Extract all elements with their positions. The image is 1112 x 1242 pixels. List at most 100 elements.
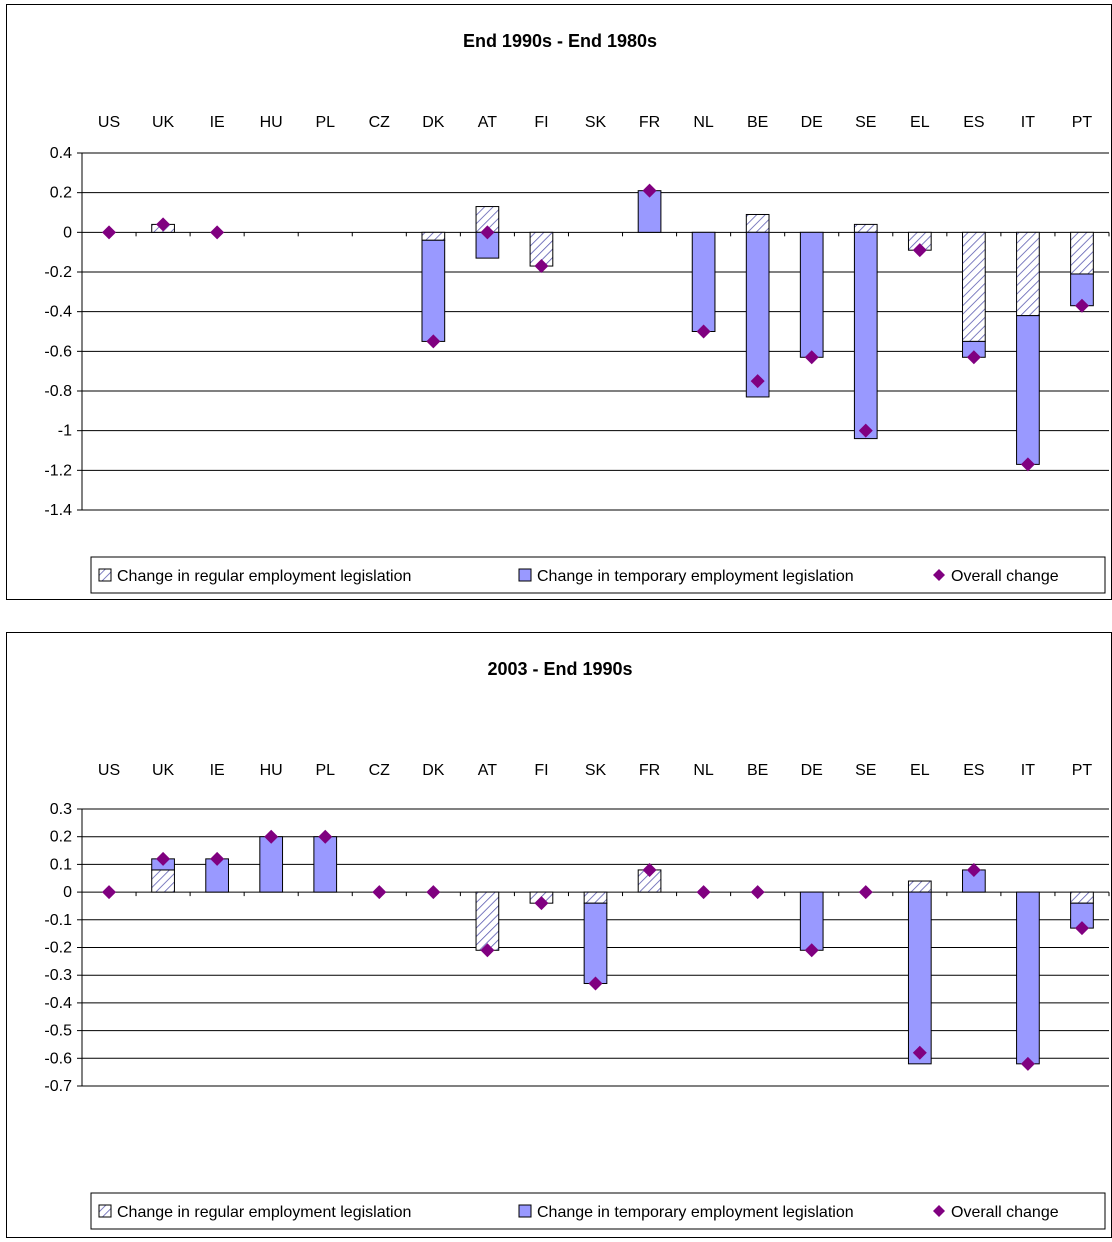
marker-overall-pt	[1074, 298, 1089, 313]
chart-bottom: 2003 - End 1990s 0.3 0.2 0.1 0 -0.1 -0.2 -0.3 -0…	[44, 659, 1110, 1230]
legend-label-temporary: Change in temporary employment legislati…	[537, 568, 854, 585]
y-tick-label: -0.5	[44, 1023, 72, 1040]
y-tick-label: -0.4	[44, 304, 72, 321]
category-label: PL	[315, 114, 335, 131]
marker-overall-at	[480, 943, 495, 958]
marker-overall-cz	[372, 885, 387, 900]
legend-label-overall: Overall change	[951, 568, 1059, 585]
y-tick-label: 0.3	[50, 801, 72, 818]
y-tick-label: -1	[58, 423, 72, 440]
marker-overall-se	[858, 885, 873, 900]
category-label: FR	[639, 762, 660, 779]
legend-label-regular: Change in regular employment legislation	[117, 568, 411, 585]
bar-regular-at	[475, 891, 500, 951]
y-tick-label: -0.7	[44, 1078, 72, 1095]
bar-temporary-it	[1016, 891, 1040, 1065]
category-label: NL	[693, 762, 714, 779]
category-label: UK	[152, 762, 175, 779]
bar-temporary-dk	[421, 239, 446, 342]
category-label: HU	[260, 762, 283, 779]
bar-regular-be	[745, 213, 770, 233]
bar-temporary-pl	[313, 836, 338, 893]
marker-overall-es	[966, 862, 981, 877]
bar-temporary-nl	[691, 231, 716, 332]
category-label: BE	[747, 114, 768, 131]
y-tick-label: 0	[63, 224, 72, 241]
marker-overall-de	[804, 350, 819, 365]
marker-overall-es	[966, 350, 981, 365]
marker-overall-el	[912, 243, 927, 258]
category-label: DK	[422, 114, 445, 131]
marker-overall-dk	[426, 885, 441, 900]
bar-temporary-de	[799, 891, 824, 951]
bar-regular-uk	[151, 869, 175, 893]
bar-regular-es	[962, 231, 986, 342]
bar-regular-se	[853, 223, 878, 233]
legend-marker-overall	[933, 1205, 945, 1217]
chart-top: End 1990s - End 1980s 0.4 0.2 0 -0.2 -0.4 -0.6…	[44, 31, 1110, 594]
marker-overall-ie	[210, 851, 225, 866]
category-label: PL	[315, 762, 335, 779]
y-tick-label: -0.6	[44, 1050, 72, 1067]
category-label: SK	[585, 762, 607, 779]
marker-overall-pt	[1074, 921, 1089, 936]
category-label: FI	[534, 762, 548, 779]
marker-overall-sk	[588, 976, 603, 991]
y-tick-label: -0.8	[44, 383, 72, 400]
y-tick-label: 0.2	[50, 829, 72, 846]
category-label: SE	[855, 114, 876, 131]
category-label: CZ	[369, 114, 391, 131]
y-tick-label: 0.4	[50, 145, 72, 162]
y-tick-label: 0.2	[50, 185, 72, 202]
bar-temporary-de	[799, 231, 824, 358]
marker-overall-fr	[642, 183, 657, 198]
y-tick-label: -0.3	[44, 967, 72, 984]
y-tick-label: 0	[63, 884, 72, 901]
bar-regular-el	[907, 880, 932, 893]
marker-overall-nl	[696, 324, 711, 339]
legend-swatch-temporary	[518, 1204, 532, 1218]
legend-label-overall: Overall change	[951, 1204, 1059, 1221]
bar-temporary-hu	[259, 836, 284, 893]
category-label: DE	[801, 114, 823, 131]
category-label: IE	[210, 762, 225, 779]
marker-overall-nl	[696, 885, 711, 900]
marker-overall-fi	[534, 896, 549, 911]
legend-marker-overall	[933, 569, 945, 581]
category-label: AT	[478, 114, 497, 131]
marker-overall-se	[858, 423, 873, 438]
category-label: HU	[260, 114, 283, 131]
bar-temporary-el	[907, 891, 932, 1065]
marker-overall-be	[750, 885, 765, 900]
y-tick-label: -0.6	[44, 343, 72, 360]
marker-overall-de	[804, 943, 819, 958]
chart-title: 2003 - End 1990s	[487, 659, 632, 679]
category-label: NL	[693, 114, 714, 131]
chart-top-frame: End 1990s - End 1980s 0.4 0.2 0 -0.2 -0.4 -0.6…	[6, 4, 1112, 600]
legend-swatch-regular	[98, 1204, 112, 1218]
category-label: ES	[963, 762, 984, 779]
bar-temporary-it	[1016, 315, 1040, 465]
legend-swatch-temporary	[518, 568, 532, 582]
chart-title: End 1990s - End 1980s	[463, 31, 657, 51]
category-label: SE	[855, 762, 876, 779]
category-label: PT	[1072, 114, 1093, 131]
category-label: IT	[1021, 114, 1035, 131]
legend-label-temporary: Change in temporary employment legislati…	[537, 1204, 854, 1221]
bar-temporary-se	[853, 231, 878, 440]
category-label: US	[98, 762, 120, 779]
category-label: FR	[639, 114, 660, 131]
marker-overall-hu	[264, 829, 279, 844]
category-label: EL	[910, 762, 930, 779]
bar-regular-dk	[421, 231, 446, 241]
chart-bottom-frame: 2003 - End 1990s 0.3 0.2 0.1 0 -0.1 -0.2 -0.3 -0…	[6, 632, 1112, 1238]
marker-overall-at	[480, 225, 495, 240]
marker-overall-uk	[156, 851, 171, 866]
y-tick-label: -0.2	[44, 940, 72, 957]
category-label: FI	[534, 114, 548, 131]
category-label: CZ	[369, 762, 391, 779]
y-tick-label: -0.1	[44, 912, 72, 929]
category-label: AT	[478, 762, 497, 779]
marker-overall-el	[912, 1045, 927, 1060]
legend-swatch-regular	[98, 568, 112, 582]
